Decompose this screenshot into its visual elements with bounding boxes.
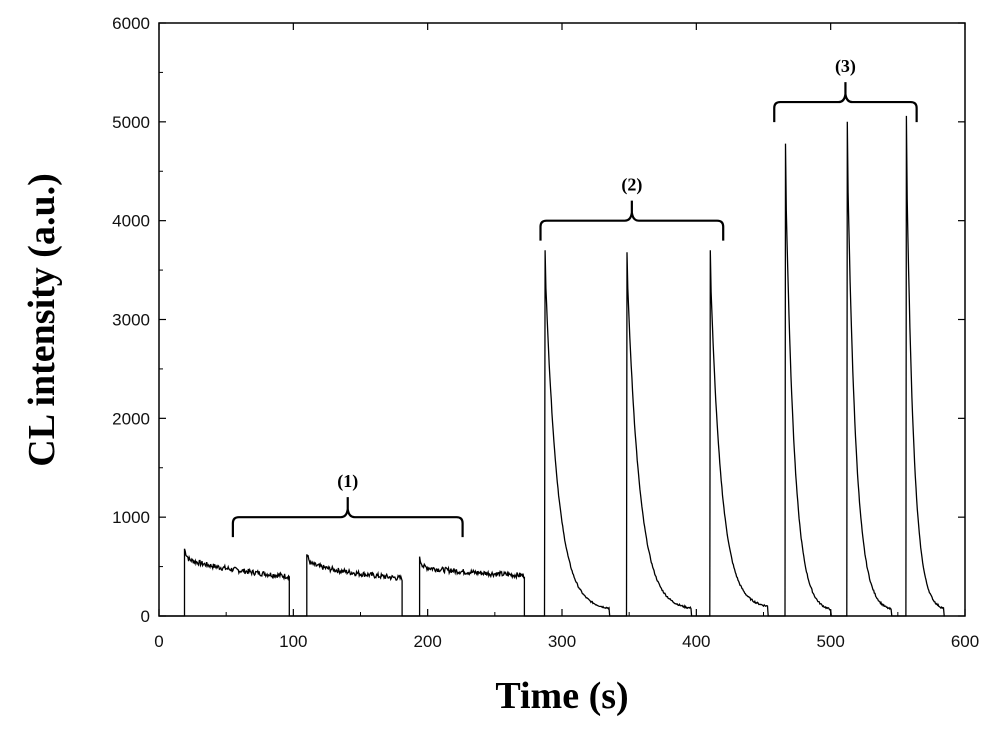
y-tick-label: 0 xyxy=(141,607,150,626)
x-tick-label: 400 xyxy=(682,632,710,651)
group-brace xyxy=(773,82,918,123)
x-tick-label: 600 xyxy=(951,632,979,651)
y-tick-label: 3000 xyxy=(112,311,150,330)
x-tick-label: 300 xyxy=(548,632,576,651)
x-tick-label: 0 xyxy=(154,632,163,651)
y-tick-label: 2000 xyxy=(112,409,150,428)
axis-layer: 0 100 200 300 400 500 600010002000300040005000… xyxy=(112,14,979,651)
series-layer xyxy=(159,115,945,617)
group-label: (2) xyxy=(621,175,642,196)
y-tick-label: 6000 xyxy=(112,14,150,33)
brace-layer: (1) (2) (3) xyxy=(231,56,918,538)
y-axis-title: CL intensity (a.u.) xyxy=(21,173,63,466)
group-label: (3) xyxy=(835,56,856,77)
x-tick-label: 200 xyxy=(413,632,441,651)
x-tick-label: 100 xyxy=(279,632,307,651)
x-tick-label: 500 xyxy=(816,632,844,651)
y-tick-label: 4000 xyxy=(112,212,150,231)
cl-intensity-trace xyxy=(159,115,945,617)
group-brace xyxy=(231,497,464,538)
y-tick-label: 1000 xyxy=(112,508,150,527)
x-axis-title: Time (s) xyxy=(495,675,628,717)
group-label: (1) xyxy=(337,471,358,492)
y-tick-label: 5000 xyxy=(112,113,150,132)
group-brace xyxy=(539,200,725,241)
